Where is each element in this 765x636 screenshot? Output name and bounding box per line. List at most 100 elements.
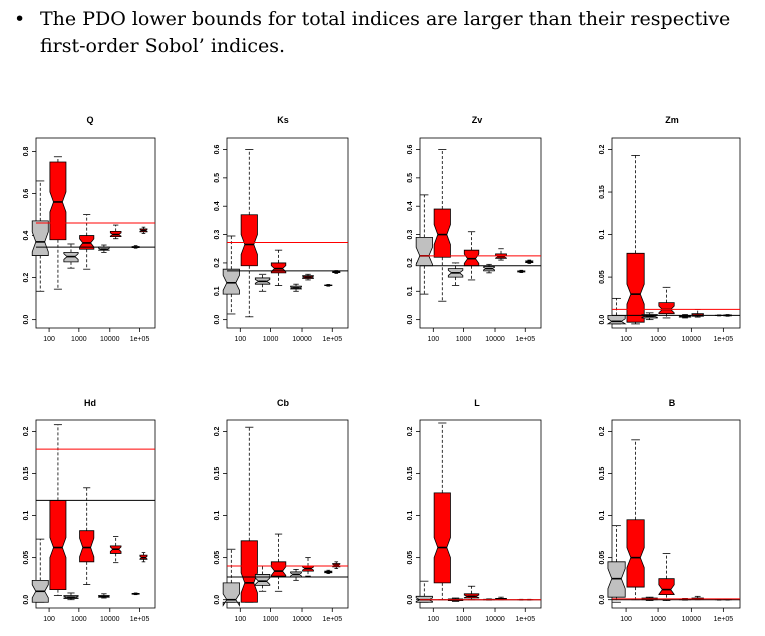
plot-frame [611,137,741,329]
panel-title: Cb [277,398,289,408]
box-body [222,582,240,607]
y-tick-label: 0.0 [599,315,606,325]
x-tick-label: 100 [43,616,55,623]
box-red-1e+05 [525,259,534,264]
box-gray-100 [31,180,49,292]
box-body [79,530,95,563]
plot-frame [611,419,741,609]
y-tick-label: 0.3 [407,230,414,240]
y-tick-label: 0.4 [407,201,414,211]
y-tick-label: 0.05 [599,551,606,565]
bullet-body: The PDO lower bounds for total indices a… [40,6,755,60]
y-tick-label: 0.2 [214,426,221,436]
x-tick-label: 100 [234,336,246,343]
box-body [626,519,645,588]
box-red-100 [240,149,258,318]
box-body [31,220,49,256]
x-tick-label: 1000 [263,616,279,623]
y-tick-label: 0.15 [214,467,221,481]
box-red-100 [626,155,645,325]
box-red-10000 [302,557,314,577]
box-body [49,500,67,591]
y-tick-label: 0.4 [23,231,30,241]
y-tick-label: 0.5 [214,173,221,183]
panel-q: Q 0.0 0.2 0.4 0.6 0.8 100 1000 10000 1e+05 [23,115,156,343]
box-gray-10000 [98,244,110,253]
x-tick-label: 100 [234,616,246,623]
y-tick-label: 0.6 [407,145,414,155]
box-body [415,237,433,267]
box-gray-100 [606,297,627,325]
y-tick-label: 0.6 [214,145,221,155]
box-gray-100 [415,194,433,295]
panel-zv: Zv 0.0 0.1 0.2 0.3 0.4 0.5 0.6 100 1000 10000 1e+05 [407,115,542,343]
box-red-10000 [109,536,122,564]
box-gray-1000 [63,592,79,601]
x-tick-label: 10000 [485,336,505,343]
panel-title: Q [86,115,93,125]
box-red-1000 [658,286,675,319]
box-red-1000 [463,585,480,601]
y-tick-label: 0.0 [407,315,414,325]
y-tick-label: 0.0 [214,595,221,605]
bullet-dot: • [14,8,26,30]
y-tick-label: 0.1 [23,511,30,521]
box-body [433,208,451,258]
box-red-1e+05 [139,552,148,563]
y-tick-label: 0.4 [214,201,221,211]
plot-frame [35,419,156,609]
y-tick-label: 0.1 [599,511,606,521]
box-gray-10000 [290,283,302,292]
y-tick-label: 0.6 [23,189,30,199]
box-red-100 [49,424,67,596]
box-red-1e+05 [139,226,148,234]
plot-frame [226,419,349,609]
y-tick-label: 0.0 [407,595,414,605]
x-tick-label: 100 [427,336,439,343]
box-red-100 [49,156,67,290]
y-tick-label: 0.5 [407,173,414,183]
y-tick-label: 0.05 [599,270,606,284]
box-red-10000 [691,309,704,318]
x-tick-label: 100 [43,336,55,343]
panel-l: L 0.0 0.05 0.1 0.15 0.2 100 1000 10000 1e+05 [407,398,542,623]
y-tick-label: 0.1 [214,286,221,296]
box-gray-1e+05 [131,592,140,596]
box-body [658,302,675,315]
box-body [270,561,287,577]
x-tick-label: 100 [620,336,632,343]
y-tick-label: 0.0 [599,595,606,605]
box-body [626,252,645,323]
y-tick-label: 0.15 [23,467,30,481]
box-red-1000 [79,214,95,270]
y-tick-label: 0.8 [23,147,30,157]
box-gray-1e+05 [517,269,526,273]
y-tick-label: 0.2 [23,426,30,436]
x-tick-label: 1e+05 [130,336,150,343]
box-red-1000 [658,553,675,601]
x-tick-label: 1000 [71,336,87,343]
box-body [254,574,271,586]
x-tick-label: 1e+05 [714,616,734,623]
box-gray-10000 [98,593,110,599]
y-tick-label: 0.3 [214,230,221,240]
y-tick-label: 0.15 [599,467,606,481]
y-tick-label: 0.2 [214,258,221,268]
plot-frame [419,137,542,329]
box-gray-1e+05 [324,569,333,575]
y-tick-label: 0.2 [23,273,30,283]
box-red-1000 [463,231,480,281]
x-tick-label: 1000 [71,616,87,623]
x-tick-label: 10000 [100,616,120,623]
box-red-10000 [302,273,314,281]
panel-ks: Ks 0.0 0.1 0.2 0.3 0.4 0.5 0.6 100 1000 10000 1e+05 [214,115,349,343]
x-tick-label: 1e+05 [714,336,734,343]
x-tick-label: 1000 [650,616,666,623]
x-tick-label: 1e+05 [515,336,535,343]
box-body [606,314,627,325]
bullet-line-2: first-order Sobol’ indices. [40,35,286,57]
y-tick-label: 0.2 [407,426,414,436]
bullet-line-1: The PDO lower bounds for total indices a… [40,8,731,30]
panel-zm: Zm 0.0 0.05 0.1 0.15 0.2 100 1000 10000 1e+05 [599,115,741,343]
